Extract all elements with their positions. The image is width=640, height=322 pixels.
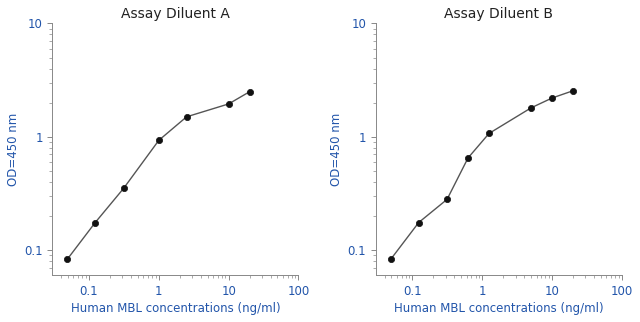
X-axis label: Human MBL concentrations (ng/ml): Human MBL concentrations (ng/ml) [70,302,280,315]
X-axis label: Human MBL concentrations (ng/ml): Human MBL concentrations (ng/ml) [394,302,604,315]
Title: Assay Diluent B: Assay Diluent B [444,7,554,21]
Y-axis label: OD=450 nm: OD=450 nm [330,113,344,186]
Title: Assay Diluent A: Assay Diluent A [121,7,230,21]
Y-axis label: OD=450 nm: OD=450 nm [7,113,20,186]
